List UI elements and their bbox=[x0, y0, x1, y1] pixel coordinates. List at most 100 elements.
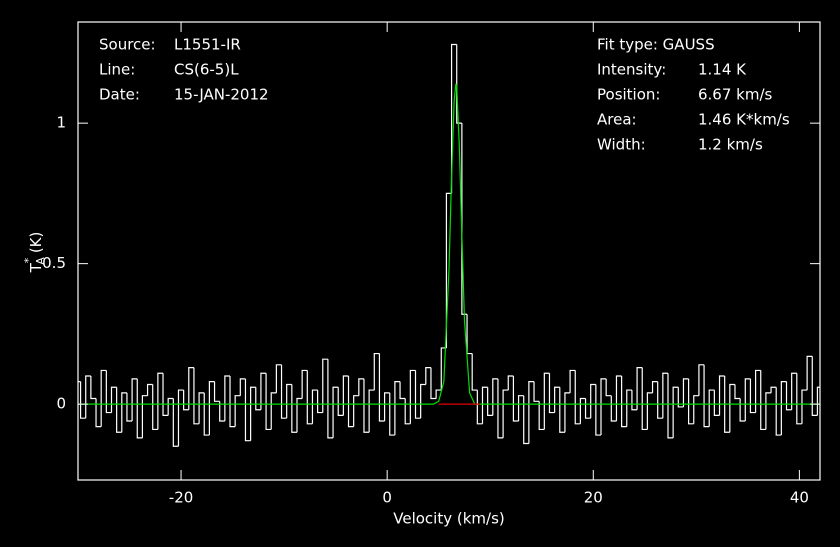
spectrum-channel bbox=[146, 383, 153, 396]
spectrum-channel bbox=[744, 378, 751, 421]
spectrum-channel bbox=[378, 353, 385, 422]
spectrum-channel bbox=[420, 383, 426, 419]
spectrum-channel bbox=[770, 386, 777, 393]
spectrum-channel bbox=[677, 387, 684, 408]
spectrum-channel bbox=[100, 369, 107, 427]
spectrum-channel bbox=[188, 367, 194, 410]
spectrum-channel bbox=[626, 389, 632, 427]
y-label-symbol: T bbox=[27, 262, 45, 273]
fit-label: Intensity: bbox=[597, 61, 666, 79]
spectrum-channel bbox=[775, 387, 782, 436]
spectrum-channel bbox=[306, 370, 313, 425]
spectrum-channel bbox=[657, 381, 663, 419]
spectrum-channel bbox=[414, 370, 421, 419]
plot-frame bbox=[77, 21, 821, 481]
spectrum-channel bbox=[605, 378, 612, 397]
spectrum-channel bbox=[801, 389, 808, 424]
spectrum-channel bbox=[203, 392, 210, 436]
spectrum-channel bbox=[255, 387, 261, 411]
spectrum-channel bbox=[332, 386, 339, 438]
x-axis-label: Velocity (km/s) bbox=[393, 510, 504, 528]
spectrum-channel bbox=[358, 378, 364, 396]
spectrum-channel bbox=[471, 353, 478, 391]
spectrum-channel bbox=[363, 378, 370, 433]
spectrum-channel bbox=[131, 378, 138, 421]
spectrum-channel bbox=[492, 378, 498, 416]
fit-label: Width: bbox=[597, 136, 646, 154]
spectrum-channel bbox=[579, 397, 586, 424]
spectrum-channel bbox=[502, 389, 509, 438]
spectrum-channel bbox=[739, 398, 746, 422]
spectrum-channel bbox=[141, 395, 148, 438]
spectrum-channel bbox=[672, 386, 679, 438]
spectrum-channel bbox=[234, 395, 241, 427]
spectrum-channel bbox=[703, 364, 710, 428]
spectrum-channel bbox=[95, 398, 102, 428]
spectrum-channel bbox=[631, 390, 638, 411]
spectrum-channel bbox=[389, 392, 395, 436]
spectrum-channel bbox=[667, 373, 674, 439]
fit-line bbox=[78, 83, 820, 405]
spectrum-channel bbox=[651, 381, 658, 393]
spectrum-channel bbox=[440, 347, 447, 391]
spectrum-channel bbox=[785, 381, 792, 411]
spectrum-channel bbox=[337, 387, 344, 416]
spectrum-channel bbox=[342, 375, 349, 416]
spectrum-channel bbox=[713, 390, 720, 416]
spectrum-channel bbox=[121, 392, 127, 433]
spectrum-channel bbox=[461, 123, 468, 315]
fit-label: Position: bbox=[597, 86, 660, 104]
spectrum-channel bbox=[193, 367, 200, 425]
spectrum-channel bbox=[559, 387, 565, 433]
spectrum-channel bbox=[136, 378, 143, 439]
spectrum-channel bbox=[301, 369, 308, 399]
spectrum-channel bbox=[615, 375, 622, 421]
spectrum-channel bbox=[641, 367, 648, 431]
fit-value: 1.2 km/s bbox=[698, 136, 763, 154]
spectrum-channel bbox=[754, 369, 761, 413]
y-label-unit: (K) bbox=[27, 232, 45, 254]
spectrum-channel bbox=[260, 372, 267, 410]
spectrum-channel bbox=[497, 378, 504, 439]
spectrum-channel bbox=[569, 369, 576, 393]
spectrum-channel bbox=[487, 387, 493, 416]
spectrum-channel bbox=[265, 373, 272, 431]
spectrum-channel bbox=[383, 392, 390, 421]
spectrum-channel bbox=[229, 376, 236, 428]
spectrum-channel bbox=[718, 375, 725, 416]
spectrum-channel bbox=[219, 401, 225, 422]
spectrum-channel bbox=[183, 390, 189, 411]
spectrum-channel bbox=[280, 364, 287, 419]
spectrum-channel bbox=[548, 373, 555, 414]
y-axis-label: T*A (K) bbox=[22, 232, 47, 274]
spectrum-channel bbox=[239, 378, 246, 396]
spectrum-channel bbox=[198, 392, 205, 424]
header-label: Line: bbox=[99, 61, 135, 79]
spectrum-channel bbox=[760, 370, 766, 431]
spectrum-channel bbox=[806, 355, 813, 391]
x-tick-label: 40 bbox=[790, 489, 809, 507]
spectrum-channel bbox=[724, 376, 730, 433]
spectrum-channel bbox=[600, 378, 607, 436]
spectrum-channel bbox=[291, 384, 297, 433]
spectrum-channel bbox=[152, 384, 158, 431]
spectrum-channel bbox=[167, 397, 174, 416]
spectrum-channel bbox=[404, 398, 411, 425]
spectrum-channel bbox=[734, 384, 741, 400]
header-value: 15-JAN-2012 bbox=[174, 86, 269, 104]
spectrum-channel bbox=[90, 376, 97, 400]
fit-value: 1.14 K bbox=[698, 61, 747, 79]
spectrum-channel bbox=[430, 367, 437, 400]
spectrum-channel bbox=[693, 395, 699, 424]
spectrum-channel bbox=[208, 381, 215, 436]
fit-label: Area: bbox=[597, 111, 637, 129]
spectrum-channel bbox=[796, 373, 802, 425]
spectrum-channel bbox=[682, 378, 689, 407]
spectrum-channel bbox=[533, 381, 540, 402]
spectrum-channel bbox=[749, 378, 756, 414]
spectrum-channel bbox=[543, 372, 550, 430]
spectrum-channel bbox=[435, 389, 442, 399]
spectrum-channel bbox=[780, 381, 787, 436]
